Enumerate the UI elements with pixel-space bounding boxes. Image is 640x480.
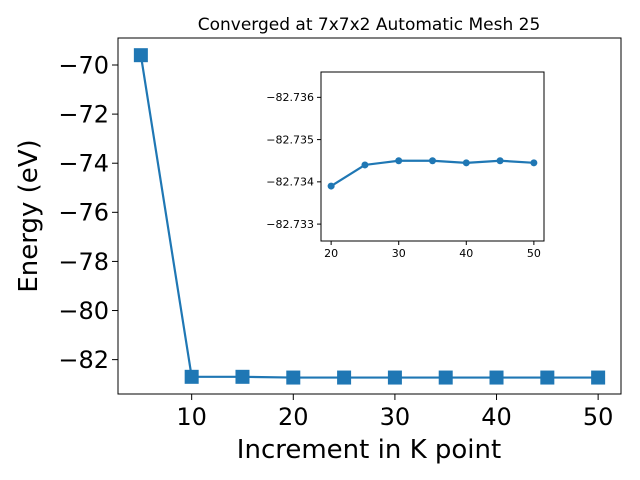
main-y-tick-label: −82 — [58, 346, 109, 374]
inset-y-tick-label: −82.733 — [266, 218, 314, 231]
main-plot-frame — [117, 37, 622, 395]
main-data-point — [438, 370, 453, 385]
main-data-point — [286, 370, 301, 385]
inset-x-tick-label: 20 — [324, 247, 338, 260]
main-x-tick-label: 30 — [380, 403, 411, 431]
inset-data-point — [429, 157, 436, 165]
main-x-tick-label: 50 — [583, 403, 614, 431]
main-y-tick-label: −70 — [58, 51, 109, 79]
inset-x-tick-label: 50 — [527, 247, 541, 260]
main-y-tick-label: −74 — [58, 150, 109, 178]
inset-y-tick-label: −82.735 — [266, 133, 314, 146]
main-x-tick-label: 40 — [481, 403, 512, 431]
main-y-ticks: −70 −72 −74 −76 −78 −80 −82 — [58, 51, 118, 374]
main-y-tick-label: −72 — [58, 101, 109, 129]
main-chart: Converged at 7x7x2 Automatic Mesh 25 10 2… — [14, 15, 622, 465]
main-data-point — [235, 369, 250, 384]
inset-x-tick-label: 40 — [459, 247, 473, 260]
main-x-tick-label: 10 — [176, 403, 207, 431]
inset-y-ticks: −82.736 −82.735 −82.734 −82.733 — [266, 91, 321, 231]
chart-title: Converged at 7x7x2 Automatic Mesh 25 — [198, 15, 541, 35]
main-y-tick-label: −76 — [58, 199, 109, 227]
inset-data-point — [327, 182, 335, 190]
inset-data-point — [496, 157, 504, 165]
inset-data-point — [395, 157, 403, 165]
inset-x-tick-label: 30 — [392, 247, 406, 260]
main-data-point — [591, 370, 606, 385]
main-data-point — [184, 369, 199, 384]
inset-x-ticks: 20 30 40 50 — [324, 241, 541, 260]
inset-data-point — [361, 161, 369, 169]
x-axis-label: Increment in K point — [237, 435, 501, 465]
inset-y-tick-label: −82.734 — [266, 176, 314, 189]
main-data-point — [337, 370, 352, 385]
inset-data-point — [530, 159, 538, 167]
main-data-point — [489, 370, 504, 385]
main-data-point — [540, 370, 555, 385]
main-series-line — [139, 55, 599, 379]
inset-plot-frame — [320, 71, 545, 242]
main-data-point — [387, 370, 402, 385]
main-x-ticks: 10 20 30 40 50 — [176, 394, 613, 431]
main-y-tick-label: −80 — [58, 297, 109, 325]
inset-series — [327, 157, 538, 190]
y-axis-label: Energy (eV) — [14, 139, 44, 292]
inset-data-point — [462, 159, 470, 167]
inset-chart: 20 30 40 50 −82.736 −82.735 −82.734 −82.733 — [266, 71, 545, 260]
main-x-tick-label: 20 — [278, 403, 309, 431]
main-y-tick-label: −78 — [58, 248, 109, 276]
main-series — [133, 48, 606, 385]
inset-y-tick-label: −82.736 — [266, 91, 314, 104]
main-data-point — [133, 48, 148, 63]
